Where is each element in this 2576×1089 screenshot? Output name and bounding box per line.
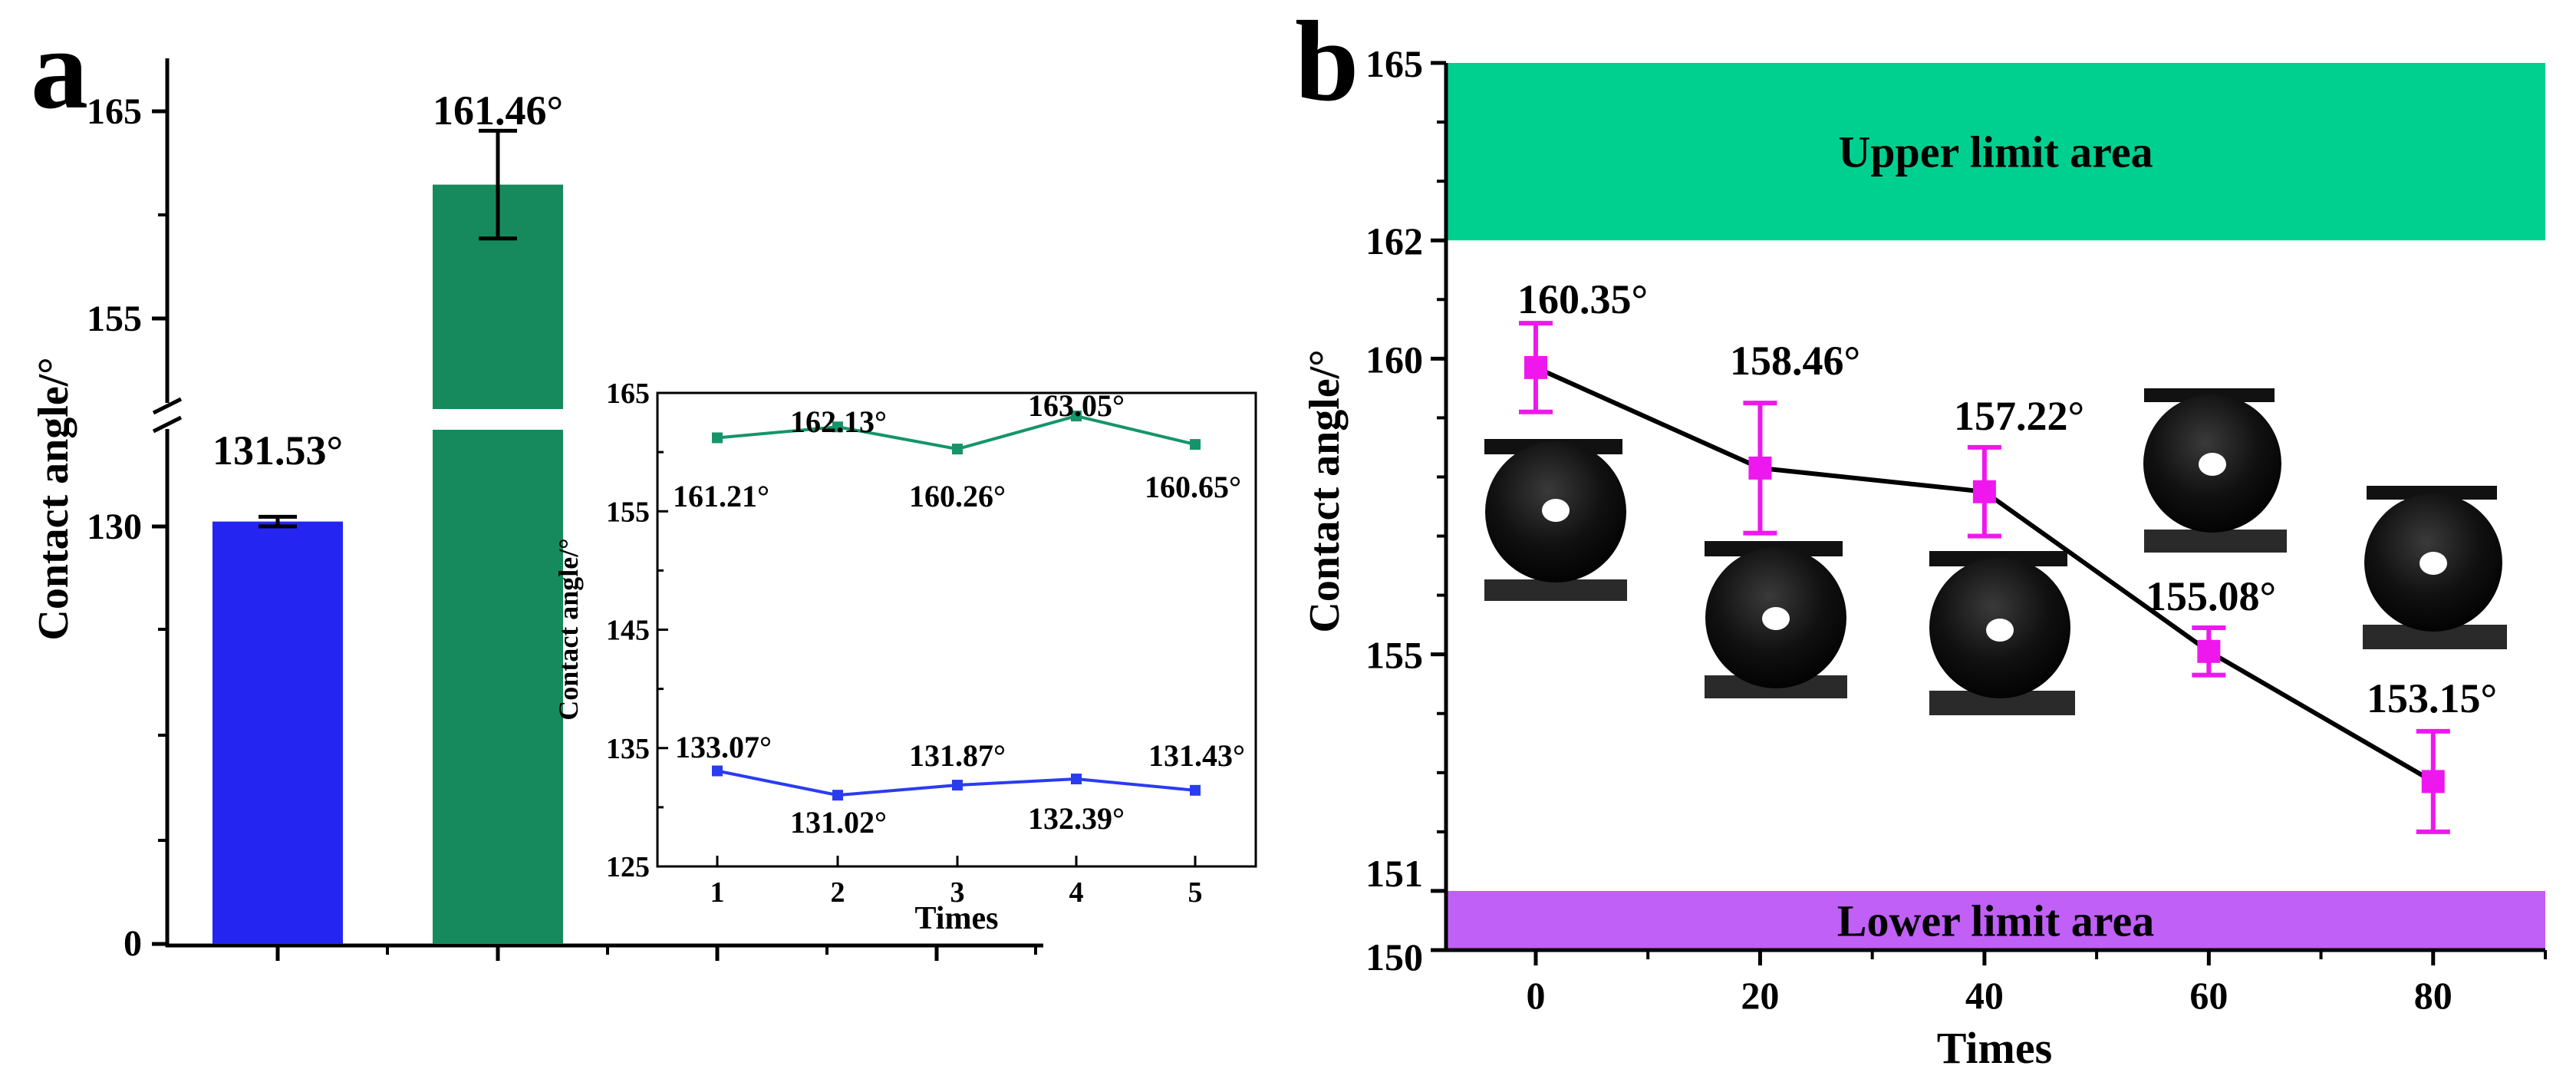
b-point-20 xyxy=(1748,456,1772,480)
inset-label-lower-2: 131.02° xyxy=(790,805,887,840)
inset-label-lower-1: 133.07° xyxy=(675,730,772,764)
b-ytick-label-162: 162 xyxy=(1365,219,1423,262)
droplet-photo-80 xyxy=(2363,486,2507,649)
b-ytick-label-155: 155 xyxy=(1365,634,1423,677)
panel-a-y-axis-label: Contact angle/° xyxy=(30,357,77,640)
panel-b-value-label-40: 157.22° xyxy=(1954,393,2084,439)
upper-limit-label: Upper limit area xyxy=(1838,127,2153,177)
panel-a-axis-break-mark-2 xyxy=(152,415,183,434)
panel-a-ytick-165: 165 xyxy=(87,91,142,132)
inset-point-lower-2 xyxy=(832,790,843,801)
b-point-80 xyxy=(2421,770,2445,794)
b-xtick-label-20: 20 xyxy=(1741,974,1779,1017)
panel-b-y-ticks: 150 151 155 160 162 165 xyxy=(1365,42,1446,978)
inset-label-upper-2: 162.13° xyxy=(790,404,887,439)
inset-label-upper-4: 163.05° xyxy=(1028,388,1125,423)
b-ytick-label-151: 151 xyxy=(1365,852,1423,895)
panel-a-bar-label-treated: 161.46° xyxy=(433,87,563,134)
inset-point-lower-4 xyxy=(1071,774,1082,785)
panel-b-label: b xyxy=(1295,0,1359,125)
inset-label-upper-3: 160.26° xyxy=(909,479,1006,513)
inset-point-upper-1 xyxy=(712,432,723,444)
b-xtick-label-60: 60 xyxy=(2189,974,2228,1017)
inset-x-ticks: 1 2 3 4 5 xyxy=(710,856,1203,909)
panel-b-value-label-80: 153.15° xyxy=(2367,675,2497,721)
inset-point-lower-1 xyxy=(712,765,723,777)
b-point-0 xyxy=(1524,355,1547,379)
panel-a-bar-untreated xyxy=(212,521,343,944)
panel-b-value-label-20: 158.46° xyxy=(1730,338,1860,384)
inset-ytick-label-165: 165 xyxy=(606,378,650,410)
lower-limit-label: Lower limit area xyxy=(1837,896,2154,945)
panel-a-ytick-130: 130 xyxy=(87,507,142,547)
inset-ytick-label-125: 125 xyxy=(606,851,650,883)
inset-xtick-label-3: 3 xyxy=(950,876,965,909)
panel-a-axis-break-mark-1 xyxy=(152,397,183,415)
panel-b-x-axis-label: Times xyxy=(1937,1023,2052,1073)
inset-ytick-label-155: 155 xyxy=(606,496,650,528)
inset-y-ticks: 125 135 145 155 165 xyxy=(606,378,668,883)
inset-y-axis-label: Contact angle/° xyxy=(553,538,584,720)
panel-b-value-label-60: 155.08° xyxy=(2146,573,2276,619)
inset-label-lower-5: 131.43° xyxy=(1148,738,1245,773)
panel-a-bar-treated-lower xyxy=(433,430,563,944)
panel-a-errorbar-untreated xyxy=(259,514,297,529)
panel-a-y-ticks xyxy=(152,109,167,946)
inset-ytick-label-135: 135 xyxy=(606,733,650,765)
panel-a-ytick-155: 155 xyxy=(87,299,142,339)
panel-a-label: a xyxy=(31,5,88,133)
panel-a-errorbar-treated xyxy=(479,128,517,241)
inset-point-upper-3 xyxy=(952,444,963,455)
inset-x-axis-label: Times xyxy=(915,901,999,936)
droplet-photo-0 xyxy=(1484,439,1627,601)
b-xtick-label-80: 80 xyxy=(2414,974,2452,1017)
upper-limit-region xyxy=(1446,63,2545,241)
b-ytick-label-150: 150 xyxy=(1365,936,1423,978)
inset-label-lower-4: 132.39° xyxy=(1028,801,1125,836)
b-xtick-label-40: 40 xyxy=(1965,974,2004,1017)
inset-point-upper-2 xyxy=(832,421,843,433)
inset-ytick-label-145: 145 xyxy=(606,615,650,647)
b-xtick-label-0: 0 xyxy=(1526,974,1545,1017)
inset-xtick-label-2: 2 xyxy=(831,876,845,909)
panel-b: b Upper limit area Lower limit area xyxy=(1295,0,2547,1073)
inset-label-upper-1: 161.21° xyxy=(673,479,769,513)
droplet-photo-20 xyxy=(1705,541,1847,698)
panel-b-x-ticks: 0 20 40 60 80 xyxy=(1526,950,2547,1017)
b-ytick-label-165: 165 xyxy=(1365,42,1423,85)
inset-xtick-label-1: 1 xyxy=(710,876,725,909)
inset-frame xyxy=(656,391,1257,868)
panel-a: a 0 130 155 165 xyxy=(30,5,1257,964)
inset-point-upper-4 xyxy=(1071,411,1082,422)
b-point-60 xyxy=(2197,639,2221,663)
inset-xtick-label-4: 4 xyxy=(1069,876,1084,909)
panel-b-y-axis-label: Contact angle/° xyxy=(1301,349,1349,632)
panel-a-inset: 125 135 145 155 165 1 2 3 4 5 Contact angle/° Ti… xyxy=(553,378,1257,936)
panel-a-ytick-0: 0 xyxy=(124,923,142,964)
droplet-photo-60 xyxy=(2143,388,2287,553)
inset-label-upper-5: 160.65° xyxy=(1145,470,1241,504)
inset-label-lower-3: 131.87° xyxy=(909,738,1006,773)
b-point-40 xyxy=(1972,480,1996,503)
inset-point-lower-5 xyxy=(1190,784,1201,796)
inset-xtick-label-5: 5 xyxy=(1188,876,1203,909)
droplet-photo-40 xyxy=(1929,551,2075,715)
panel-b-value-label-0: 160.35° xyxy=(1517,276,1648,322)
inset-series xyxy=(712,411,1201,801)
b-ytick-label-160: 160 xyxy=(1365,338,1423,381)
inset-point-upper-5 xyxy=(1190,439,1201,450)
panel-b-series xyxy=(1518,321,2450,834)
panel-a-x-ticks xyxy=(275,945,1037,961)
inset-point-lower-3 xyxy=(952,780,963,791)
panel-a-bar-label-untreated: 131.53° xyxy=(212,427,343,474)
lower-limit-region xyxy=(1446,890,2545,950)
